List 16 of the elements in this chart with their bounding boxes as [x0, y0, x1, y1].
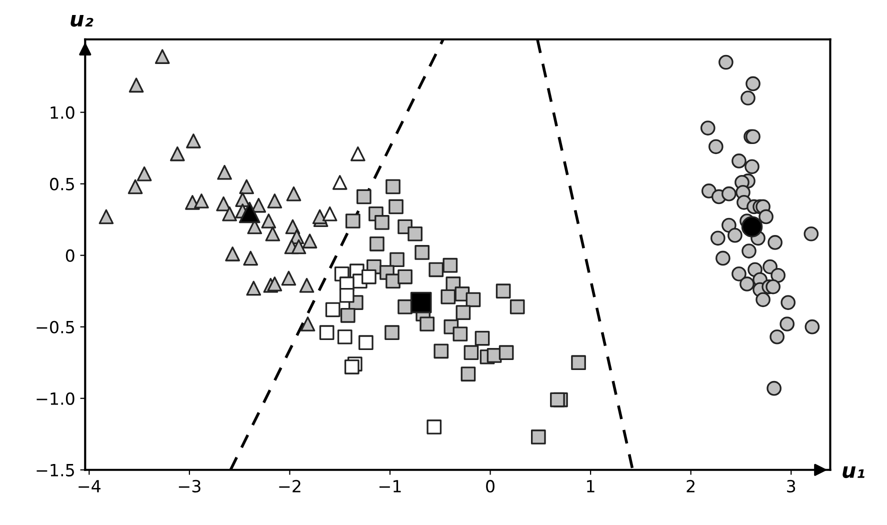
y-tick-label: −0.5	[36, 320, 74, 334]
x-tick-label: −3	[178, 480, 200, 492]
y-tick-label: −1.5	[36, 464, 74, 476]
x-tick-label: −4	[78, 480, 101, 492]
x-tick-label: 1	[587, 480, 594, 492]
y-tick-label: 0	[66, 249, 74, 262]
y-tick-label: 1.0	[50, 106, 74, 119]
y-tick-label: 0.5	[50, 178, 74, 190]
y-tick-label: −1.0	[36, 392, 74, 405]
x-tick-label: −2	[279, 480, 300, 492]
x-axis-title: u₁	[842, 466, 864, 478]
x-tick-label: −1	[379, 480, 401, 492]
x-tick-label: 3	[787, 480, 796, 492]
y-axis-title: u₂	[70, 15, 94, 27]
x-tick-label: 2	[686, 480, 694, 492]
x-tick-label: 0	[486, 480, 494, 492]
